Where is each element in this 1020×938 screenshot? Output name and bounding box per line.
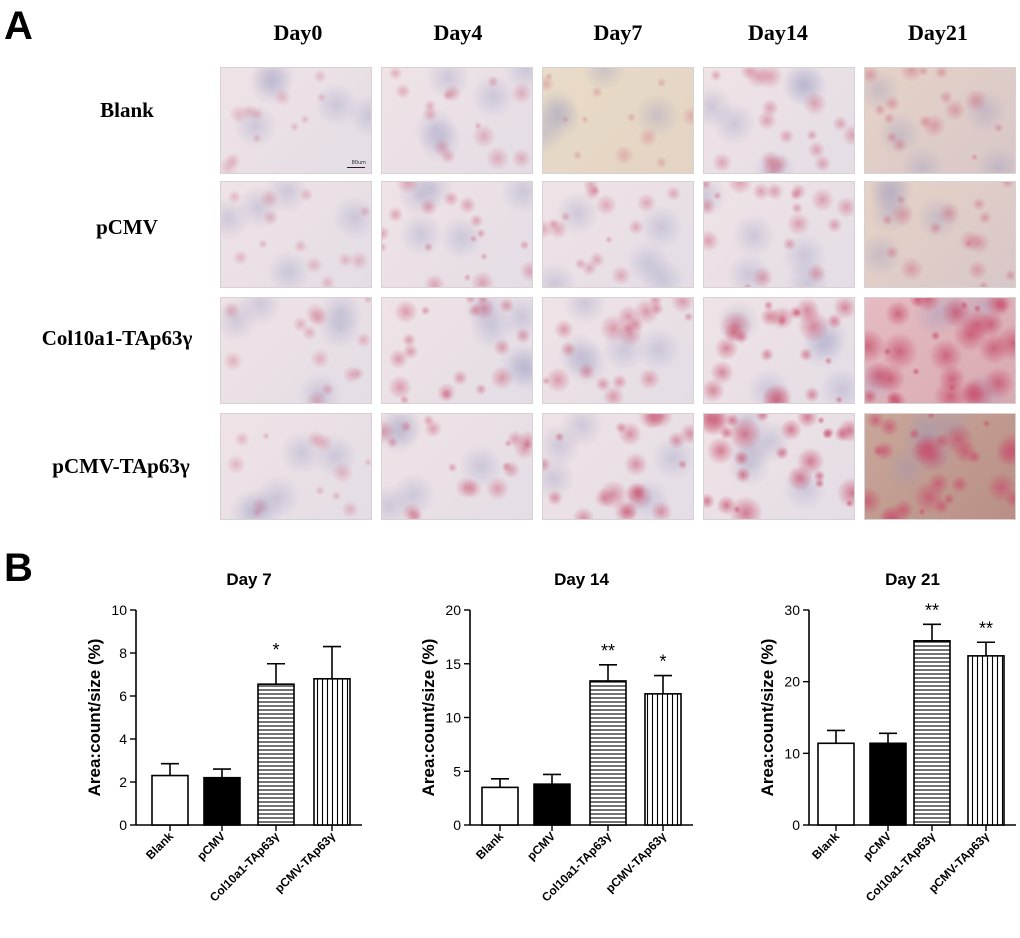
micrograph-col10a1-day7: [542, 297, 694, 404]
chart-1-bar-col10a1-tap63g: [589, 680, 627, 826]
chart-2-y-tick-label: 0: [792, 817, 800, 833]
chart-2-bar-blank: [817, 742, 855, 826]
chart-0-y-tick-label: 0: [119, 817, 127, 833]
chart-1-bar-pcmv: [533, 783, 571, 826]
chart-1-y-tick-label: 20: [445, 602, 461, 618]
row-label-pcmv-tap63g: pCMV-TAp63γ: [52, 454, 190, 478]
chart-1-y-tick-label: 0: [453, 817, 461, 833]
micrograph-pcmv-day21: [864, 181, 1016, 288]
micrograph-blank-day21: [864, 67, 1016, 174]
chart-1-bar-pcmv-tap63g: [644, 693, 682, 826]
column-label-day0: Day0: [273, 20, 323, 45]
chart-1-title: Day 14: [554, 570, 609, 589]
micrograph-pcmv-day4: [381, 181, 533, 288]
chart-0-y-axis-label: Area:count/size (%): [85, 639, 104, 797]
micrograph-pcmv-tap63g-day7: [542, 413, 694, 520]
micrograph-col10a1-day0: [220, 297, 372, 404]
chart-2-y-tick-label: 30: [784, 602, 800, 618]
chart-1-y-tick-label: 10: [445, 710, 461, 726]
chart-0-y-tick-label: 6: [119, 688, 127, 704]
micrograph-pcmv-tap63g-day0: [220, 413, 372, 520]
micrograph-blank-day14: [703, 67, 855, 174]
chart-1-y-axis-label: Area:count/size (%): [419, 639, 438, 797]
chart-0-bar-col10a1-tap63g: [257, 683, 295, 826]
chart-1-x-tick-label-pcmv: pCMV: [524, 829, 558, 863]
micrograph-pcmv-tap63g-day14: [703, 413, 855, 520]
micrograph-pcmv-day7: [542, 181, 694, 288]
micrograph-col10a1-day21: [864, 297, 1016, 404]
column-label-day4: Day4: [433, 20, 483, 45]
chart-1-significance-col10a1-tap63g: **: [601, 641, 615, 661]
micrograph-blank-day7: [542, 67, 694, 174]
micrograph-blank-day0: 80um: [220, 67, 372, 174]
chart-1-y-tick-label: 5: [453, 763, 461, 779]
chart-2-bar-pcmv: [869, 742, 907, 826]
chart-0-bar-pcmv: [203, 776, 241, 826]
chart-1-x-tick-label-blank: Blank: [473, 829, 506, 862]
scale-bar-label: 80um: [351, 160, 366, 166]
column-label-day7: Day7: [593, 20, 643, 45]
column-label-day21: Day21: [908, 20, 968, 45]
row-label-blank: Blank: [100, 98, 154, 122]
chart-0-bar-pcmv-tap63g: [313, 677, 351, 826]
chart-0-y-tick-label: 2: [119, 774, 127, 790]
chart-2-x-tick-label-pcmv: pCMV: [860, 829, 894, 863]
chart-1-bar-blank: [481, 786, 519, 826]
chart-2-y-tick-label: 10: [784, 745, 800, 761]
row-label-col10a1-tap63g: Col10a1-TAp63γ: [41, 326, 193, 350]
chart-0-bar-blank: [151, 774, 189, 826]
chart-1-y-tick-label: 15: [445, 656, 461, 672]
scale-bar: [347, 167, 365, 168]
micrograph-col10a1-day14: [703, 297, 855, 404]
chart-0-y-tick-label: 8: [119, 645, 127, 661]
micrograph-pcmv-tap63g-day4: [381, 413, 533, 520]
chart-2-bar-pcmv-tap63g: [967, 655, 1005, 826]
chart-0-x-tick-label-pcmv: pCMV: [194, 829, 228, 863]
chart-2-significance-col10a1-tap63g: **: [925, 600, 939, 620]
chart-2-y-axis-label: Area:count/size (%): [758, 639, 777, 797]
chart-2-y-tick-label: 20: [784, 674, 800, 690]
chart-0-y-tick-label: 10: [111, 602, 127, 618]
micrograph-pcmv-day14: [703, 181, 855, 288]
column-label-day14: Day14: [748, 20, 808, 45]
panel-b-letter: B: [4, 546, 33, 590]
row-label-pcmv: pCMV: [96, 215, 158, 239]
panel-a-letter: A: [4, 4, 33, 48]
micrograph-col10a1-day4: [381, 297, 533, 404]
micrograph-pcmv-day0: [220, 181, 372, 288]
chart-0-significance-col10a1-tap63g: *: [272, 640, 279, 660]
micrograph-pcmv-tap63g-day21: [864, 413, 1016, 520]
chart-0-y-tick-label: 4: [119, 731, 127, 747]
chart-1-significance-pcmv-tap63g: *: [659, 652, 666, 672]
micrograph-blank-day4: [381, 67, 533, 174]
chart-0-title: Day 7: [226, 570, 271, 589]
chart-0-x-tick-label-blank: Blank: [143, 829, 176, 862]
chart-2-bar-col10a1-tap63g: [913, 640, 951, 826]
chart-2-title: Day 21: [885, 570, 940, 589]
chart-2-x-tick-label-blank: Blank: [809, 829, 842, 862]
chart-2-significance-pcmv-tap63g: **: [979, 618, 993, 638]
